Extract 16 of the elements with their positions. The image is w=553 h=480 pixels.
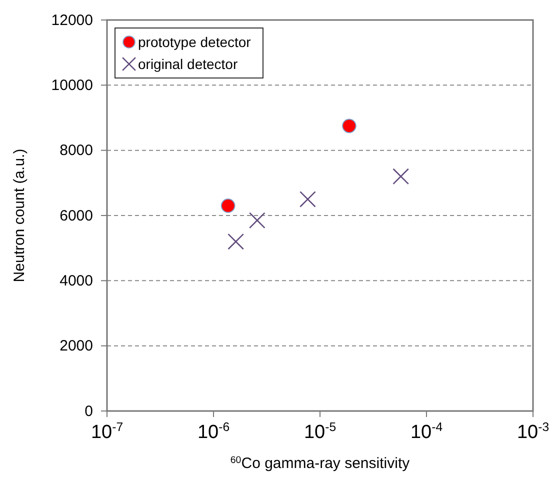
y-tick-label: 0 [84, 402, 93, 420]
x-tick-label: 10$^{-7}$ [90, 420, 124, 443]
x-tick-label: 10$^{-6}$ [197, 420, 230, 443]
legend-label: original detector [138, 56, 238, 72]
x-axis-title: $^{60}$Co gamma-ray sensitivity [230, 454, 410, 472]
x-tick-label: 10$^{-5}$ [304, 420, 336, 443]
x-tick-label: 10$^{-4}$ [410, 420, 443, 443]
y-tick-label: 2000 [60, 338, 93, 355]
y-tick-label: 4000 [60, 272, 93, 290]
legend-label: prototype detector [138, 34, 252, 50]
x-tick-label: 10$^{-3}$ [516, 420, 550, 443]
y-tick-label: 8000 [60, 142, 93, 160]
y-tick-label: 10000 [51, 76, 93, 94]
y-tick-label: 6000 [60, 207, 93, 224]
y-tick-label: 12000 [51, 12, 93, 29]
y-axis-title: Neutron count (a.u.) [11, 148, 28, 282]
